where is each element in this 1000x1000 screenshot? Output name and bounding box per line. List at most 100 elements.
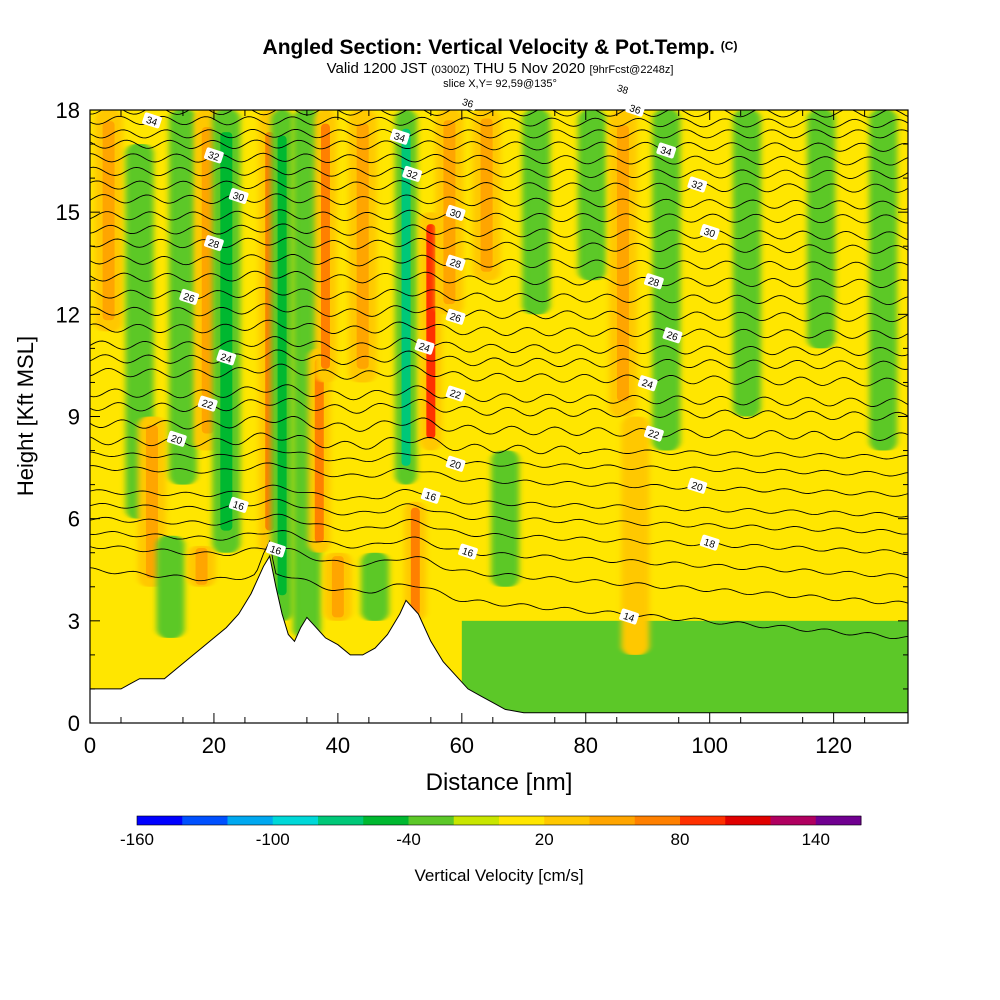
contour-label-text: 22	[646, 428, 660, 442]
contour-label: 20	[445, 455, 466, 472]
velocity-band	[491, 450, 520, 587]
colorbar-swatch	[182, 816, 228, 825]
colorbar-swatch	[544, 816, 590, 825]
colorbar-swatch	[589, 816, 636, 825]
contour-label-bg	[445, 254, 466, 271]
contour-label-bg	[662, 327, 683, 344]
contour-label-bg	[166, 430, 187, 447]
isentrope-line	[90, 270, 908, 288]
y-tick-label: 9	[68, 405, 80, 430]
colorbar-swatch	[680, 816, 726, 825]
contour-label: 36	[625, 100, 646, 117]
contour-label-text: 14	[622, 611, 636, 625]
isentrope-line	[90, 462, 908, 497]
y-tick-label: 6	[68, 507, 80, 532]
velocity-bands	[94, 110, 908, 713]
contour-label-text: 38	[615, 83, 629, 97]
y-tick-label: 15	[56, 200, 80, 225]
contour-label: 32	[402, 165, 423, 182]
contour-label-bg	[625, 100, 646, 117]
velocity-band	[732, 110, 761, 417]
y-axis-label: Height [Kft MSL]	[13, 336, 38, 496]
velocity-band	[361, 552, 390, 621]
contour-label: 36	[458, 94, 478, 111]
contour-label-bg	[204, 235, 224, 252]
velocity-band-core	[201, 127, 214, 434]
contour-label-text: 20	[169, 433, 183, 447]
contour-label-bg	[619, 608, 639, 625]
contour-label: 32	[687, 176, 708, 193]
terrain	[90, 554, 908, 723]
velocity-band-core	[102, 121, 115, 321]
contour-label-bg	[445, 308, 466, 325]
contour-label-text: 30	[702, 226, 716, 240]
colorbar-tick-label: -160	[120, 830, 154, 849]
isentrope-line	[90, 86, 908, 98]
isentrope-line	[90, 193, 908, 210]
colorbar: -160 -100 -40 20 80 140	[120, 815, 862, 849]
isentrope-line	[90, 254, 908, 271]
contour-label-text: 24	[219, 352, 233, 366]
isentrope-line	[90, 432, 908, 460]
colorbar-swatch	[453, 816, 500, 825]
contour-label-text: 16	[231, 499, 245, 513]
colorbar-swatch	[725, 816, 771, 825]
isentrope-line	[90, 128, 908, 139]
contour-label-text: 16	[268, 544, 282, 558]
contour-label-bg	[613, 80, 633, 97]
isentrope-line	[90, 416, 908, 441]
subtitle-zulu: (0300Z)	[431, 64, 470, 76]
contour-label-text: 20	[690, 480, 704, 494]
colorbar-tick-label: 20	[535, 830, 554, 849]
contour-label: 24	[216, 349, 237, 366]
velocity-band-core	[331, 556, 344, 618]
colorbar-swatch	[137, 816, 183, 825]
colorbar-tick-label: 80	[671, 830, 690, 849]
isentrope-line	[90, 152, 908, 166]
colorbar-tick-label: 140	[802, 830, 830, 849]
contour-label-bg	[266, 541, 286, 558]
colorbar-swatch	[272, 816, 319, 825]
contour-label-bg	[216, 349, 237, 366]
contour-label-bg	[445, 455, 466, 472]
colorbar-label: Vertical Velocity [cm/s]	[414, 866, 583, 885]
contour-label-bg	[197, 395, 218, 412]
y-tick-label: 0	[68, 711, 80, 736]
isentrope-line	[90, 115, 908, 129]
velocity-band-core	[195, 547, 208, 585]
contour-label-bg	[389, 128, 410, 145]
chart-title: Angled Section: Vertical Velocity & Pot.…	[0, 36, 1000, 60]
contour-label-bg	[458, 94, 478, 111]
title-main: Angled Section: Vertical Velocity & Pot.…	[262, 36, 715, 59]
subtitle-valid: Valid 1200 JST	[326, 60, 427, 77]
colorbar-tick-label: -100	[256, 830, 290, 849]
contour-label-text: 24	[417, 341, 431, 355]
velocity-band	[807, 110, 836, 349]
isentrope-line	[90, 336, 908, 357]
contour-label-bg	[142, 112, 162, 129]
isentrope-line	[90, 303, 908, 323]
contour-label-text: 28	[646, 276, 660, 290]
velocity-band-core	[401, 128, 411, 466]
isentrope-line	[90, 530, 908, 579]
contour-label-text: 26	[665, 330, 679, 344]
contour-label: 34	[656, 142, 677, 159]
x-tick-label: 20	[202, 733, 226, 758]
velocity-band-core	[220, 132, 233, 531]
x-tick-label: 100	[691, 733, 728, 758]
contour-label-bg	[699, 534, 720, 551]
velocity-band	[156, 535, 185, 638]
contour-label: 16	[266, 541, 286, 558]
isentrope-line	[90, 209, 908, 224]
contour-label: 34	[389, 128, 410, 145]
contour-label-text: 32	[690, 179, 704, 193]
velocity-band-core	[277, 135, 287, 596]
isentrope-line	[90, 448, 908, 477]
contour-label: 26	[179, 288, 200, 305]
colorbar-swatch	[318, 816, 364, 825]
contour-label: 20	[166, 430, 187, 447]
contour-label-text: 16	[423, 490, 437, 504]
colorbar-tick-label: -40	[396, 830, 421, 849]
